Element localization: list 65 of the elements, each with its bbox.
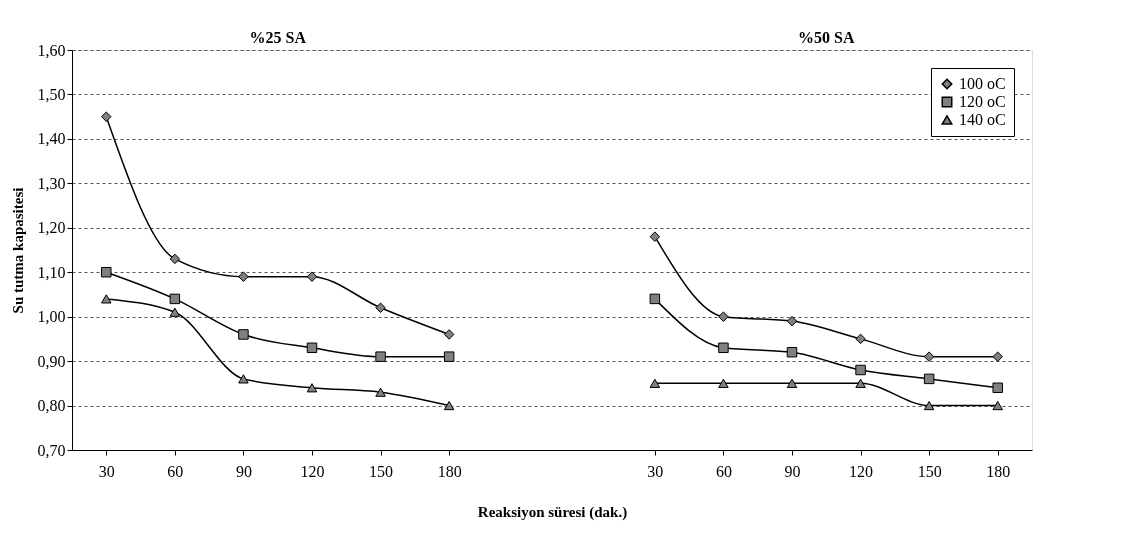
point	[649, 293, 661, 305]
point	[238, 374, 249, 384]
point	[992, 400, 1003, 411]
point	[101, 111, 112, 122]
point	[306, 383, 318, 393]
point	[101, 266, 112, 278]
legend-label: 140 oC	[959, 111, 1006, 128]
point	[375, 387, 386, 397]
y-tick-label: 0,90	[37, 352, 66, 370]
point	[443, 329, 455, 340]
point	[649, 231, 661, 242]
point	[306, 271, 318, 282]
text: %25 SA	[249, 29, 307, 46]
x-tick-label: 90	[235, 462, 252, 480]
x-tick-label: 150	[917, 462, 942, 480]
point	[101, 294, 112, 304]
y-tick-label: 1,50	[37, 85, 66, 103]
point	[443, 351, 455, 362]
x-tick-label: 30	[647, 462, 664, 480]
y-tick-label: 1,10	[37, 263, 66, 281]
point	[649, 378, 661, 388]
x-tick-label: 90	[784, 462, 801, 480]
y-tick-label: 1,00	[37, 308, 66, 326]
point	[443, 400, 455, 411]
point	[718, 378, 729, 388]
y-tick-label: 1,30	[37, 174, 66, 192]
y-tick-label: 0,70	[37, 441, 66, 459]
point	[923, 400, 935, 411]
point	[923, 373, 935, 385]
x-tick-label: 60	[167, 462, 184, 480]
point	[238, 329, 249, 340]
point	[169, 253, 181, 265]
point	[786, 346, 798, 358]
x-tick-label: 60	[715, 462, 732, 480]
point	[923, 351, 935, 362]
x-tick-label: 120	[849, 462, 874, 480]
point	[375, 351, 386, 362]
point	[855, 333, 866, 345]
y-tick-label: 1,60	[37, 41, 66, 59]
y-tick-label: 0,80	[37, 397, 66, 415]
point	[992, 351, 1003, 362]
y-tick-label: 1,20	[37, 219, 66, 237]
point	[786, 378, 798, 388]
legend-label: 120 oC	[959, 93, 1006, 110]
point	[169, 307, 181, 317]
x-tick-label: 120	[300, 462, 325, 480]
x-tick-label: 180	[986, 462, 1011, 480]
x-tick-label: 30	[98, 462, 115, 480]
point	[855, 378, 866, 388]
x-tick-label: 150	[369, 462, 394, 480]
point	[718, 342, 729, 354]
point	[306, 342, 318, 354]
point	[238, 271, 249, 282]
point	[786, 315, 798, 327]
point	[169, 293, 181, 305]
x-axis-title: Reaksiyon süresi (dak.)	[477, 503, 628, 521]
point	[855, 364, 866, 376]
x-tick-label: 180	[437, 462, 462, 480]
point	[992, 382, 1003, 394]
y-tick-label: 1,40	[37, 130, 66, 148]
text: %50 SA	[798, 29, 855, 46]
y-axis-title: Su tutma kapasitesi	[9, 187, 26, 314]
legend-label: 100 oC	[959, 75, 1006, 92]
point	[375, 302, 386, 314]
point	[718, 311, 729, 322]
